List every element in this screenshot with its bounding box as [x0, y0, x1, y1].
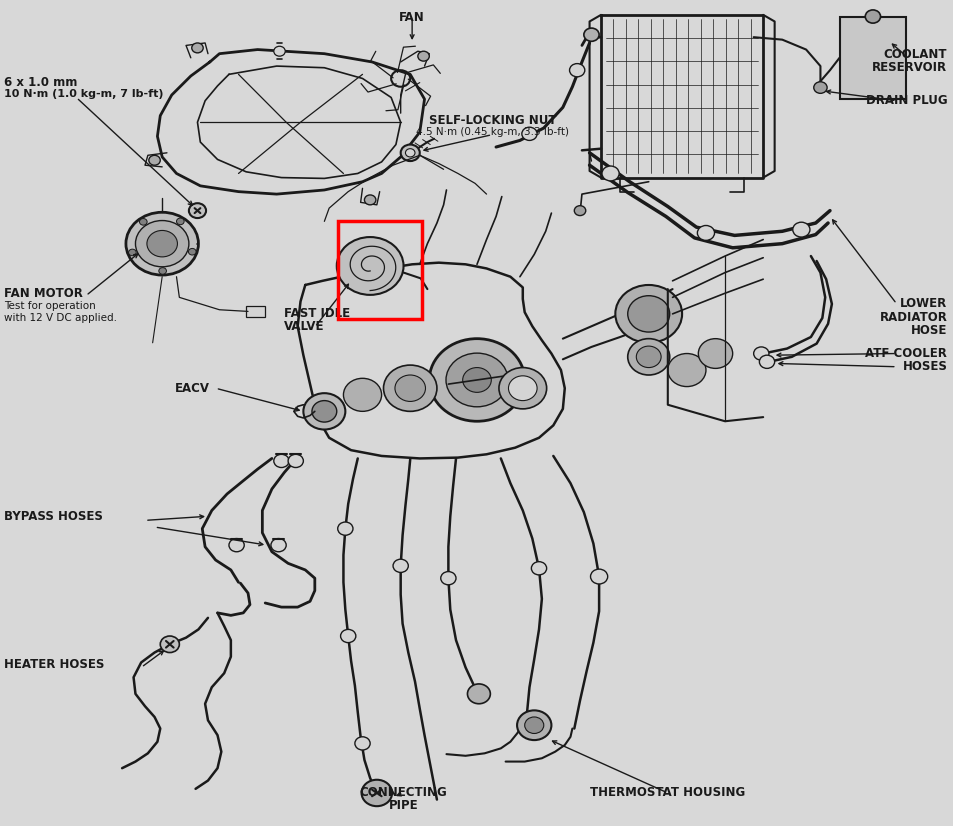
Circle shape	[288, 454, 303, 468]
Circle shape	[393, 559, 408, 572]
Text: HOSE: HOSE	[910, 324, 946, 337]
Circle shape	[176, 218, 184, 225]
Text: CONNECTING: CONNECTING	[359, 786, 447, 799]
Circle shape	[303, 393, 345, 430]
Circle shape	[792, 222, 809, 237]
Circle shape	[139, 219, 147, 225]
Circle shape	[158, 268, 166, 274]
Circle shape	[813, 82, 826, 93]
Circle shape	[590, 569, 607, 584]
Circle shape	[189, 249, 196, 255]
Circle shape	[361, 780, 392, 806]
Circle shape	[531, 562, 546, 575]
Circle shape	[569, 64, 584, 77]
Circle shape	[517, 710, 551, 740]
Circle shape	[364, 195, 375, 205]
Circle shape	[508, 376, 537, 401]
Circle shape	[405, 149, 415, 157]
Circle shape	[149, 155, 160, 165]
Circle shape	[667, 354, 705, 387]
Circle shape	[759, 355, 774, 368]
Circle shape	[627, 296, 669, 332]
Circle shape	[126, 212, 198, 275]
Circle shape	[343, 378, 381, 411]
Text: THERMOSTAT HOUSING: THERMOSTAT HOUSING	[590, 786, 744, 799]
Text: COOLANT: COOLANT	[882, 48, 946, 61]
Circle shape	[445, 353, 507, 406]
Circle shape	[355, 737, 370, 750]
Circle shape	[583, 28, 598, 41]
Text: with 12 V DC applied.: with 12 V DC applied.	[4, 313, 116, 323]
Circle shape	[574, 206, 585, 216]
Circle shape	[147, 230, 177, 257]
Circle shape	[753, 347, 768, 360]
Circle shape	[391, 70, 410, 87]
Text: VALVE: VALVE	[284, 320, 324, 334]
Text: 4.5 N·m (0.45 kg-m, 3.3 lb-ft): 4.5 N·m (0.45 kg-m, 3.3 lb-ft)	[416, 127, 568, 137]
Circle shape	[615, 285, 681, 343]
Circle shape	[462, 368, 491, 392]
Circle shape	[312, 401, 336, 422]
Text: LOWER: LOWER	[899, 297, 946, 311]
Circle shape	[192, 43, 203, 53]
Circle shape	[160, 636, 179, 653]
Text: HOSES: HOSES	[902, 360, 946, 373]
Circle shape	[340, 629, 355, 643]
Circle shape	[417, 51, 429, 61]
Circle shape	[601, 166, 618, 181]
Circle shape	[135, 221, 189, 267]
Circle shape	[229, 539, 244, 552]
Circle shape	[698, 339, 732, 368]
Circle shape	[337, 522, 353, 535]
Circle shape	[395, 375, 425, 401]
Circle shape	[524, 717, 543, 733]
Circle shape	[636, 346, 660, 368]
Circle shape	[440, 572, 456, 585]
Bar	[337, 221, 421, 319]
Text: SELF-LOCKING NUT: SELF-LOCKING NUT	[428, 114, 556, 127]
Text: RESERVOIR: RESERVOIR	[871, 61, 946, 74]
Text: HEATER HOSES: HEATER HOSES	[4, 658, 104, 672]
Circle shape	[697, 225, 714, 240]
Text: ATF COOLER: ATF COOLER	[864, 347, 946, 360]
Text: Test for operation: Test for operation	[4, 301, 95, 311]
Circle shape	[429, 339, 524, 421]
Circle shape	[627, 339, 669, 375]
Text: DRAIN PLUG: DRAIN PLUG	[864, 94, 946, 107]
Bar	[839, 17, 905, 99]
Circle shape	[864, 10, 880, 23]
Circle shape	[400, 145, 419, 161]
Circle shape	[274, 46, 285, 56]
Text: RADIATOR: RADIATOR	[879, 311, 946, 324]
Text: 10 N·m (1.0 kg-m, 7 lb-ft): 10 N·m (1.0 kg-m, 7 lb-ft)	[4, 89, 163, 99]
Text: EACV: EACV	[174, 382, 210, 395]
Circle shape	[467, 684, 490, 704]
Circle shape	[336, 237, 403, 295]
Text: PIPE: PIPE	[388, 799, 418, 812]
Text: FAST IDLE: FAST IDLE	[284, 307, 350, 320]
Circle shape	[271, 539, 286, 552]
Circle shape	[383, 365, 436, 411]
Circle shape	[521, 127, 537, 140]
Text: FAN: FAN	[399, 11, 424, 24]
Text: FAN MOTOR: FAN MOTOR	[4, 287, 83, 301]
Text: 6 x 1.0 mm: 6 x 1.0 mm	[4, 76, 77, 89]
Circle shape	[274, 454, 289, 468]
Circle shape	[129, 249, 136, 256]
Text: BYPASS HOSES: BYPASS HOSES	[4, 510, 103, 523]
Circle shape	[189, 203, 206, 218]
Bar	[246, 306, 265, 317]
Circle shape	[498, 368, 546, 409]
